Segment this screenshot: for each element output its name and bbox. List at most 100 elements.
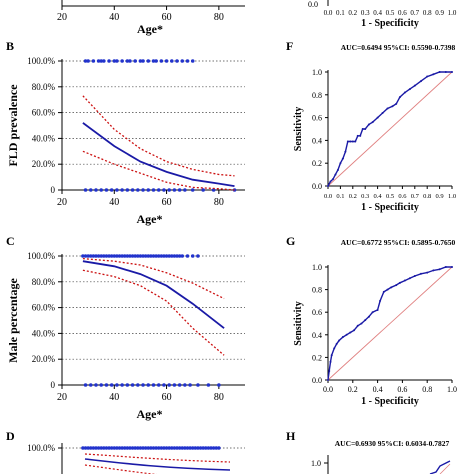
data-point [133,59,137,63]
roc-point [334,173,337,176]
xtick-label: 60 [162,392,172,403]
roc-point [398,96,401,99]
roc-point [349,140,352,143]
top-left-xtick-label: 40 [109,12,119,23]
ytick-label: 0.6 [312,308,322,317]
roc-point [364,319,367,322]
data-point [136,254,140,258]
xtick-label: 0.7 [411,193,420,200]
roc-point [391,105,394,108]
xtick-label: 0.6 [397,385,407,394]
roc-point [354,140,357,143]
panel-h-diagonal [439,463,451,474]
roc-point [338,339,341,342]
data-point [201,188,205,192]
data-point [170,446,174,450]
top-right-ytick: 0.0 [308,0,318,9]
data-point [136,188,140,192]
data-point [104,188,109,192]
panel-h-roc-line [429,460,451,474]
data-point [217,383,221,387]
xtick-label: 0.5 [386,193,394,200]
xtick-label: 0.0 [323,385,333,394]
data-point [99,254,104,258]
top-right-xtick-label: 0.6 [398,9,407,17]
data-point [151,446,156,450]
data-point [99,446,104,450]
ytick-label: 60.0% [32,108,56,118]
data-point [177,254,182,258]
roc-point [382,290,385,293]
data-point [91,59,96,63]
data-point [154,254,158,258]
data-point [141,188,145,192]
xtick-label: 0.2 [349,193,357,200]
panel-d-ci-lower [84,464,158,474]
reference-diagonal [327,266,453,381]
top-left-xtick-label: 80 [214,12,224,23]
data-point [88,254,93,258]
data-point [190,59,195,63]
data-point [86,59,90,63]
data-point [206,446,211,450]
data-point [81,446,85,450]
roc-point [395,284,398,287]
data-point [117,254,122,258]
data-point [112,254,117,258]
ytick-label: 40.0% [32,133,56,143]
data-point [196,254,200,258]
data-point [102,59,106,63]
data-point [86,446,90,450]
data-point [162,188,166,192]
top-right-xtick-label: 1.0 [448,9,457,17]
data-point [141,59,145,63]
data-point [133,254,137,258]
ytick-label: 40.0% [32,328,56,338]
x-axis-label: Age* [137,407,163,421]
ci-upper-line [82,95,235,177]
xtick-label: 0.1 [336,193,344,200]
roc-point [420,272,422,275]
data-point [183,383,187,387]
data-point [190,446,195,450]
ytick-label: 1.0 [312,68,322,77]
ytick-label: 100.0% [27,56,55,66]
data-point [88,446,93,450]
top-left-xlabel: Age* [137,22,163,36]
data-point [91,446,96,450]
data-point [112,59,117,63]
data-point [107,254,111,258]
top-right-xlabel: 1 - Specificity [361,18,419,29]
data-point [172,383,177,387]
roc-point [329,180,332,183]
data-point [143,446,148,450]
data-point [143,254,148,258]
data-point [162,383,166,387]
data-point [217,446,221,450]
data-point [177,188,182,192]
data-point [83,59,88,63]
data-point [211,446,216,450]
data-point [96,254,101,258]
data-point [172,446,177,450]
roc-point [330,354,333,357]
data-point [122,254,127,258]
data-point [214,446,219,450]
roc-point [444,71,447,73]
data-point [94,188,98,192]
xtick-label: 0.0 [324,193,332,200]
data-point [122,446,127,450]
xtick-label: 0.8 [423,193,431,200]
data-point [120,383,124,387]
roc-point [371,311,374,314]
panel-letter-g: G [286,234,295,248]
data-point [146,383,151,387]
roc-point [333,347,336,350]
data-point [177,383,182,387]
ytick-label: 20.0% [32,159,56,169]
xtick-label: 1.0 [448,193,456,200]
data-point [183,446,187,450]
roc-point [327,185,329,187]
data-point [138,446,143,450]
xtick-label: 20 [57,392,67,403]
